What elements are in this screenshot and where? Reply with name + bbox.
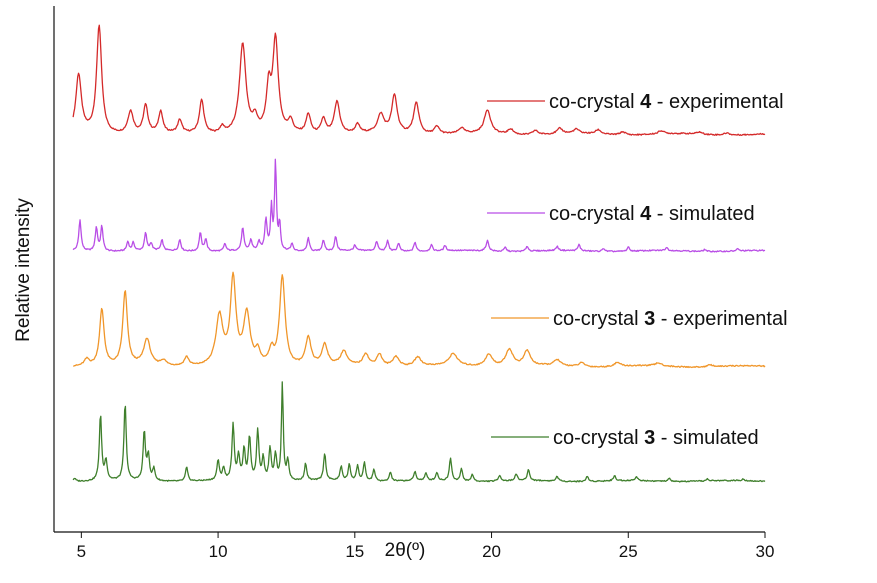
legend-label-prefix: co-crystal <box>549 91 640 113</box>
legend-entry-4-experimental: co-crystal 4 - experimental <box>487 91 784 113</box>
legend-label-prefix: co-crystal <box>553 427 644 449</box>
legend-label: co-crystal 3 - experimental <box>553 308 788 330</box>
legend-label-suffix: - experimental <box>655 308 787 330</box>
legend-label-prefix: co-crystal <box>553 308 644 330</box>
legend-label-number: 4 <box>640 203 652 225</box>
series-line-3 <box>73 271 766 369</box>
legend-label-suffix: - simulated <box>655 427 758 449</box>
series-line-4 <box>72 381 766 483</box>
y-axis-title: Relative intensity <box>13 198 34 342</box>
legend-entry-3-simulated: co-crystal 3 - simulated <box>491 427 759 449</box>
x-tick-label: 30 <box>756 542 775 561</box>
legend-label-prefix: co-crystal <box>549 203 640 225</box>
x-tick-label: 5 <box>77 542 86 561</box>
traces <box>72 24 766 483</box>
legend-label-number: 4 <box>640 91 652 113</box>
legend-entry-3-experimental: co-crystal 3 - experimental <box>491 308 788 330</box>
legend-label-number: 3 <box>644 308 655 330</box>
legend-label-suffix: - experimental <box>651 91 783 113</box>
x-tick-label: 10 <box>209 542 228 561</box>
x-tick-label: 25 <box>619 542 638 561</box>
x-tick-label: 20 <box>482 542 501 561</box>
x-ticks: 5 10 15 20 25 30 <box>77 532 775 561</box>
legend-label-number: 3 <box>644 427 655 449</box>
series-line-1 <box>72 24 766 137</box>
legend: co-crystal 4 - experimental co-crystal 4… <box>487 91 788 449</box>
legend-label: co-crystal 4 - experimental <box>549 91 784 113</box>
axes: 5 10 15 20 25 30 Relative intensity 2θ(º) <box>13 6 774 561</box>
x-axis-title: 2θ(º) <box>385 540 426 561</box>
legend-entry-4-simulated: co-crystal 4 - simulated <box>487 203 755 225</box>
legend-label: co-crystal 3 - simulated <box>553 427 759 449</box>
legend-label-suffix: - simulated <box>651 203 754 225</box>
legend-label: co-crystal 4 - simulated <box>549 203 755 225</box>
x-tick-label: 15 <box>345 542 364 561</box>
series-line-2 <box>72 158 766 253</box>
